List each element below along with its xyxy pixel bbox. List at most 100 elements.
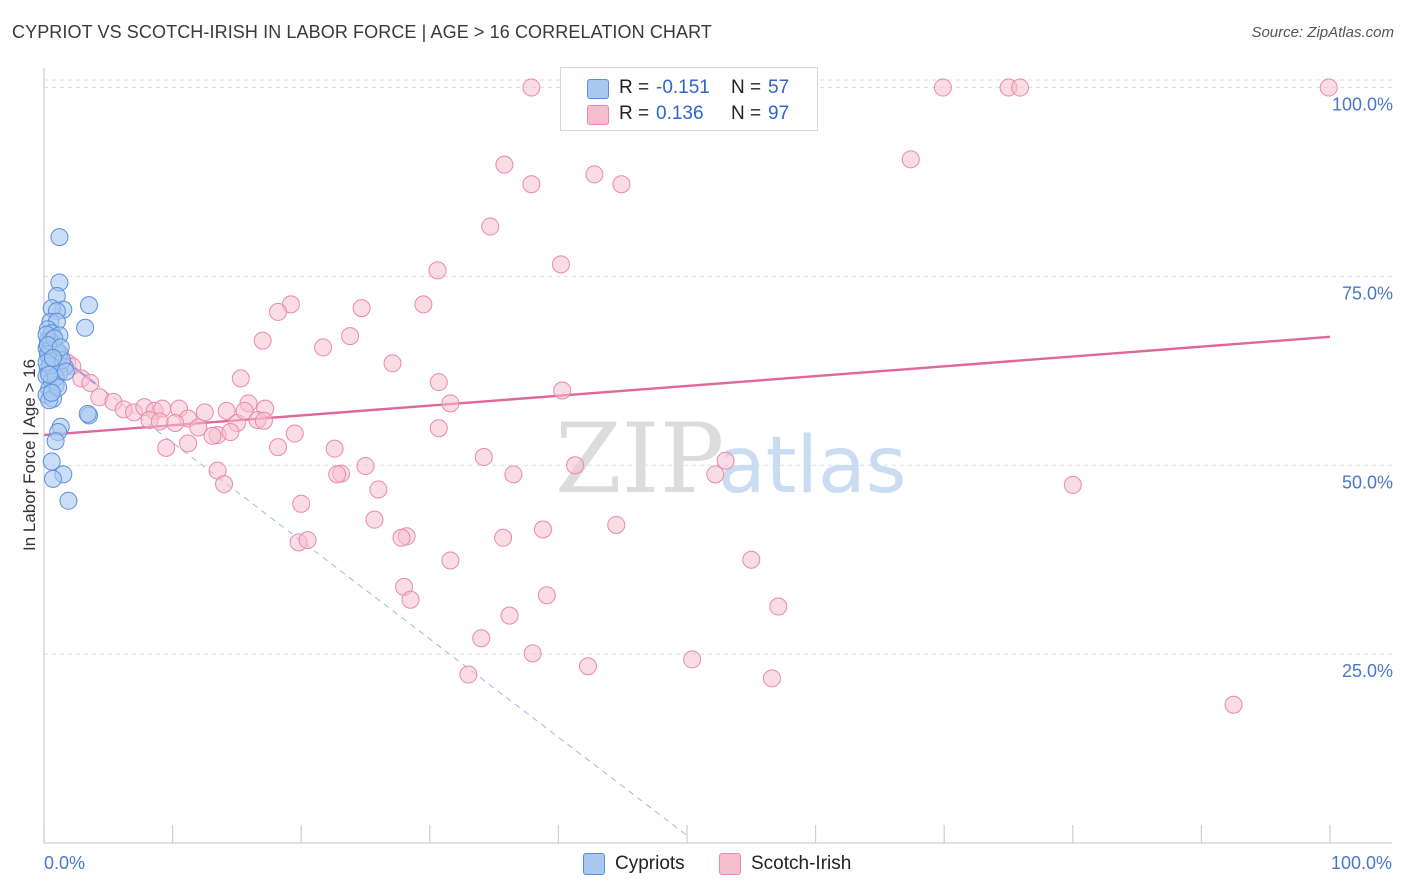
cypriots-point <box>76 318 95 337</box>
scotch-irish-point <box>537 586 556 605</box>
scotch-irish-point <box>298 531 317 550</box>
legend-swatch-cypriots <box>583 853 605 875</box>
scotch-irish-point <box>553 381 572 400</box>
legend-r-value: -0.151 <box>656 77 710 98</box>
scotch-irish-point <box>221 423 240 442</box>
legend-swatch-scotch-irish <box>719 853 741 875</box>
scotch-irish-point <box>189 418 208 437</box>
scotch-irish-point <box>762 669 781 688</box>
scotch-irish-point <box>428 261 447 280</box>
legend-label-scotch-irish: Scotch-Irish <box>751 853 852 874</box>
scotch-irish-point <box>429 419 448 438</box>
scotch-irish-point <box>150 412 169 431</box>
legend-n-label: N = <box>731 103 762 124</box>
scotch-irish-point <box>215 475 234 494</box>
scotch-irish-point <box>500 606 519 625</box>
scotch-irish-point <box>217 401 236 420</box>
cypriots-point <box>78 404 97 423</box>
cypriots-point <box>44 469 63 488</box>
scotch-irish-point <box>328 465 347 484</box>
scotch-irish-point <box>1224 695 1243 714</box>
scotch-irish-point <box>235 401 254 420</box>
legend-swatch-scotch-irish <box>587 105 609 125</box>
scotch-irish-point <box>522 78 541 97</box>
scotch-irish-point <box>683 650 702 669</box>
chart-title: CYPRIOT VS SCOTCH-IRISH IN LABOR FORCE |… <box>12 22 713 42</box>
scotch-irish-point <box>495 155 514 174</box>
scotch-irish-point <box>522 175 541 194</box>
scotch-irish-point <box>706 465 725 484</box>
scotch-irish-point <box>414 295 433 314</box>
scotch-irish-point <box>401 590 420 609</box>
cypriots-point <box>59 491 78 510</box>
scotch-irish-point <box>441 551 460 570</box>
axes <box>43 68 1392 844</box>
cypriots-point <box>44 349 63 368</box>
y-tick-label: 100.0% <box>1332 95 1393 115</box>
cypriots-trend-extrapolation <box>95 383 688 836</box>
scotch-irish-point <box>269 302 288 321</box>
scotch-irish-point <box>504 465 523 484</box>
legend-r-label: R = <box>619 103 650 124</box>
scotch-irish-point <box>269 438 288 457</box>
scotch-irish-point <box>901 150 920 169</box>
legend-swatch-cypriots <box>587 79 609 99</box>
legend-r-label: R = <box>619 77 650 98</box>
scotch-irish-point <box>459 665 478 684</box>
scotch-irish-point <box>429 373 448 392</box>
data-points <box>37 78 1338 714</box>
scotch-irish-point <box>157 438 176 457</box>
scotch-irish-point <box>1319 78 1338 97</box>
scotch-irish-point <box>203 426 222 445</box>
legend-n-value: 97 <box>768 103 790 124</box>
y-tick-label: 50.0% <box>1342 472 1393 492</box>
scotch-irish-point <box>933 78 952 97</box>
scotch-irish-point <box>494 528 513 547</box>
legend-label-cypriots: Cypriots <box>615 853 685 874</box>
scotch-irish-point <box>285 424 304 443</box>
watermark-atlas: atlas <box>718 421 907 511</box>
scotch-irish-point <box>481 217 500 236</box>
cypriots-point <box>46 432 65 451</box>
scotch-irish-point <box>314 338 333 357</box>
scotch-irish-point <box>179 434 198 453</box>
scotch-irish-point <box>166 413 185 432</box>
scotch-irish-point <box>474 447 493 466</box>
legend-row-scotch-irish: R = 0.136 N = 97 <box>561 101 817 127</box>
scotch-irish-point <box>585 165 604 184</box>
scotch-irish-point <box>566 456 585 475</box>
legend-row-cypriots: R = -0.151 N = 57 <box>561 75 817 101</box>
scotch-irish-point <box>551 255 570 274</box>
watermark: ZIP atlas <box>555 403 907 515</box>
scotch-irish-point <box>1063 475 1082 494</box>
source-label: Source: ZipAtlas.com <box>1251 24 1394 41</box>
scotch-irish-point <box>369 480 388 499</box>
cypriots-point <box>80 296 99 315</box>
scotch-irish-point <box>383 354 402 373</box>
scotch-irish-point <box>341 327 360 346</box>
scotch-irish-point <box>472 629 491 648</box>
scotch-irish-point <box>612 175 631 194</box>
scotch-irish-point <box>392 528 411 547</box>
scotch-irish-point <box>742 550 761 569</box>
scotch-irish-point <box>231 369 250 388</box>
cypriots-point <box>40 365 59 384</box>
cypriots-point <box>50 228 69 247</box>
scotch-irish-point <box>1011 78 1030 97</box>
scotch-irish-point <box>195 403 214 422</box>
legend-n-value: 57 <box>768 77 790 98</box>
scotch-irish-point <box>607 515 626 534</box>
cypriots-point <box>56 362 75 381</box>
legend-r-value: 0.136 <box>656 103 704 124</box>
scotch-irish-point <box>254 411 273 430</box>
watermark-zip: ZIP <box>555 403 724 515</box>
x-tick-label-start: 0.0% <box>44 853 85 873</box>
scotch-irish-point <box>352 299 371 318</box>
y-axis-label: In Labor Force | Age > 16 <box>20 359 39 551</box>
tick-labels: 25.0% 50.0% 75.0% 100.0% 0.0% 100.0% <box>44 95 1393 873</box>
scotch-irish-point <box>578 657 597 676</box>
scotch-irish-point <box>292 494 311 513</box>
stats-legend: R = -0.151 N = 57 R = 0.136 N = 97 <box>560 67 818 131</box>
scotch-irish-point <box>769 597 788 616</box>
